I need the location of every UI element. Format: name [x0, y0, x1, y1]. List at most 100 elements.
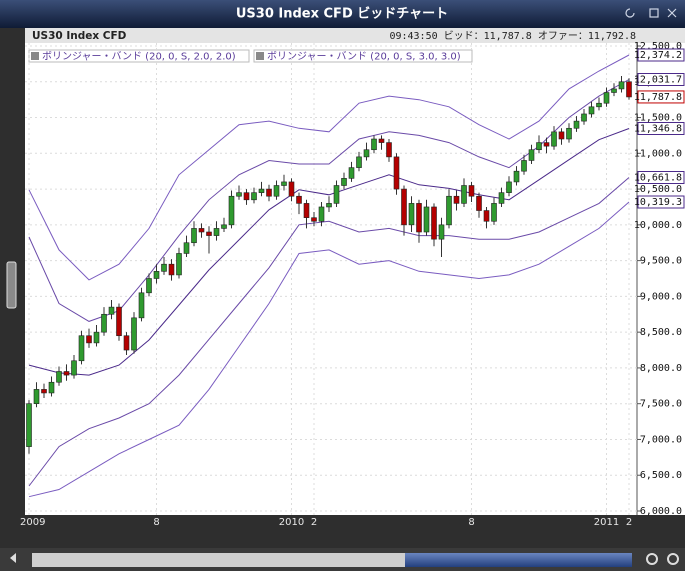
candle-body [26, 403, 32, 447]
price-label-box [637, 171, 685, 185]
candle-body [318, 206, 325, 222]
candle-body [521, 160, 527, 172]
candle-body [138, 292, 145, 319]
x-tick-label: 2009 [20, 517, 45, 528]
price-label: 10,319.3 [634, 197, 682, 208]
price-label: 12,374.2 [634, 50, 682, 61]
candle-body [558, 131, 565, 140]
x-tick-label: 8 [468, 517, 474, 528]
y-tick-label: 10,000.0 [634, 220, 682, 231]
candle-body [101, 313, 107, 333]
candle-body [63, 371, 70, 376]
y-tick-label: 11,500.0 [634, 113, 682, 124]
candle-body [438, 224, 445, 240]
candle-body [528, 149, 535, 161]
candle-body [206, 231, 212, 236]
candle-body [423, 206, 430, 233]
bollinger-band [28, 128, 630, 376]
price-label: 12,031.7 [634, 75, 682, 86]
legend-close[interactable] [256, 52, 264, 60]
candle-body [161, 263, 167, 272]
candle-body [453, 195, 460, 204]
candle-body [288, 181, 295, 197]
candle-body [341, 178, 347, 186]
candle-body [461, 185, 467, 204]
y-tick-label: 7,500.0 [640, 399, 682, 410]
price-label: 11,787.8 [634, 92, 682, 103]
candle-body [573, 120, 580, 129]
candle-body [393, 156, 400, 190]
candle-body [513, 170, 520, 183]
candle-body [603, 92, 610, 104]
candle-body [326, 203, 332, 208]
legend-entry: ボリンジャー・バンド (20, 0, S, 3.0, 3.0) [267, 51, 461, 63]
candle-body [386, 142, 392, 158]
price-label-box [637, 90, 685, 104]
price-label: 10,661.8 [634, 173, 682, 184]
candle-body [251, 192, 257, 201]
candle-body [48, 381, 55, 394]
candle-body [498, 192, 505, 204]
y-axis-area [637, 43, 685, 515]
candle-body [363, 149, 370, 158]
candle-body [536, 142, 542, 151]
y-tick-label: 7,000.0 [640, 434, 682, 445]
candle-body [446, 195, 452, 226]
candle-body [213, 228, 220, 236]
status: 09:43:50 ビッド：11,787.8 オファー：11,792.8 [389, 30, 636, 42]
y-tick-label: 6,000.0 [640, 506, 682, 517]
candle-body [416, 203, 422, 233]
candle-body [116, 306, 122, 337]
candle-body [356, 156, 362, 168]
price-label-box [637, 48, 685, 62]
candle-body [551, 131, 557, 147]
x-axis-area [25, 515, 685, 548]
candle-body [198, 228, 205, 233]
candle-body [153, 271, 160, 279]
candle-body [56, 371, 62, 383]
x-tick-label: 2 [626, 517, 632, 528]
candle-body [581, 113, 587, 122]
candle-body [408, 203, 415, 226]
candle-body [618, 81, 625, 90]
candle-body [543, 142, 550, 147]
x-tick-label: 8 [153, 517, 159, 528]
y-tick-label: 6,500.0 [640, 470, 682, 481]
candle-body [78, 335, 85, 362]
y-tick-label: 10,500.0 [634, 184, 682, 195]
candle-body [303, 203, 310, 218]
window-buttons[interactable] [625, 8, 677, 18]
zoom-in[interactable] [646, 553, 658, 565]
legend-box[interactable] [28, 49, 250, 63]
legend-box[interactable] [253, 49, 473, 63]
y-tick-label: 9,500.0 [640, 256, 682, 267]
candle-body [273, 185, 280, 197]
candle-body [596, 102, 602, 108]
candle-body [333, 185, 340, 204]
candle-body [476, 195, 482, 211]
candle-body [221, 224, 227, 229]
candle-body [93, 331, 100, 344]
candle-body [86, 335, 92, 344]
y-tick-label: 11,000.0 [634, 148, 682, 159]
price-label-box [637, 121, 685, 135]
bollinger-band [28, 54, 630, 281]
candle-body [611, 88, 617, 93]
candle-body [131, 317, 137, 351]
candle-body [468, 185, 475, 197]
price-label-box [637, 195, 685, 209]
candle-body [483, 210, 490, 222]
candle-body [491, 203, 497, 222]
zoom-out[interactable] [667, 553, 679, 565]
candle-body [626, 81, 632, 98]
header-bar [25, 28, 685, 43]
candle-body [348, 167, 355, 179]
candle-body [401, 188, 407, 226]
icon-expand[interactable] [10, 553, 16, 563]
candle-body [378, 138, 385, 143]
legend-close[interactable] [31, 52, 39, 60]
scroll-thumb[interactable] [405, 553, 632, 567]
side-tab[interactable] [6, 261, 17, 309]
